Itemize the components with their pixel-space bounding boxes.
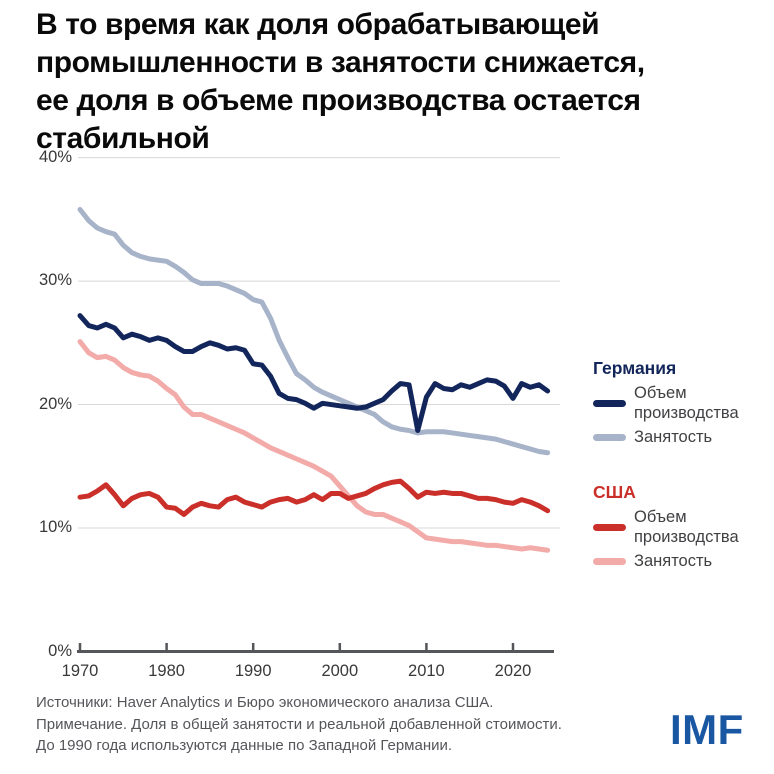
germany-output-line-swatch (593, 399, 626, 407)
legend-item-germany-employment: Занятость (593, 427, 771, 447)
usa-employment-line-swatch (593, 557, 626, 565)
x-axis-label: 1990 (234, 662, 272, 680)
y-axis-label: 30% (38, 271, 72, 290)
legend-item-germany-output: Объем производства (593, 383, 771, 423)
legend-usa-header: США (593, 482, 636, 502)
legend-item-usa-employment: Занятость (593, 551, 771, 571)
chart-title: В то время как доля обрабатывающей промы… (36, 8, 645, 155)
x-axis-label: 2000 (321, 662, 359, 680)
x-axis-label: 2020 (494, 662, 532, 680)
legend-item-usa-output: Объем производства (593, 507, 771, 547)
line-germany-output (77, 313, 551, 433)
legend-usa: США Объем производства Занятость (593, 482, 771, 571)
legend-label: Занятость (634, 552, 713, 570)
line-germany-employment (77, 206, 551, 456)
x-axis-label: 1970 (61, 662, 99, 680)
source-line: Источники: Haver Analytics и Бюро эконом… (36, 694, 494, 711)
y-axis-label: 20% (38, 394, 72, 413)
line-usa-employment (77, 339, 551, 553)
legend-label: Занятость (634, 428, 713, 446)
y-axis-label: 0% (48, 641, 72, 660)
legend-germany-header: Германия (593, 358, 677, 378)
legend-label: Объем производства (634, 384, 739, 422)
source-line: Примечание. Доля в общей занятости и реа… (36, 715, 562, 733)
usa-output-line-swatch (593, 523, 626, 531)
line-usa-output (77, 478, 551, 517)
y-axis-label: 10% (38, 518, 72, 537)
source-note: Источники: Haver Analytics и Бюро эконом… (36, 692, 636, 757)
x-axis-label: 1980 (148, 662, 185, 680)
imf-logo: IMF (670, 706, 744, 753)
legend-germany: Германия Объем производства Занятость (593, 358, 771, 447)
germany-employment-line-swatch (593, 433, 626, 441)
y-axis-label: 40% (38, 147, 72, 166)
source-line: До 1990 года используются данные по Запа… (36, 737, 453, 754)
x-axis-label: 2010 (408, 662, 445, 680)
legend-label: Объем производства (634, 508, 739, 546)
